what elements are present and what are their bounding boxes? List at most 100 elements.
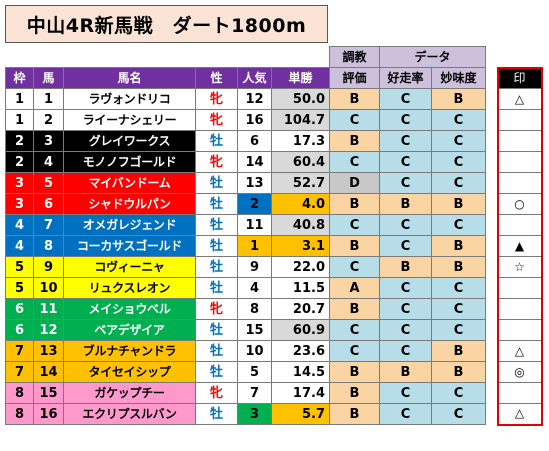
popularity-cell: 2: [237, 193, 272, 215]
odds-cell: 60.9: [271, 319, 330, 341]
sex-cell: 牡: [195, 193, 238, 215]
popularity-cell: 5: [237, 361, 272, 383]
waku-cell: 6: [5, 319, 34, 341]
mimi-rank: B: [431, 256, 486, 278]
popularity-cell: 12: [237, 88, 272, 110]
chokyo-rank: D: [329, 172, 380, 194]
horse-name: エクリプスルバン: [63, 403, 196, 425]
horse-name: コーカサスゴールド: [63, 235, 196, 257]
horse-name: ガケップチー: [63, 382, 196, 404]
chokyo-rank: B: [329, 361, 380, 383]
popularity-cell: 10: [237, 340, 272, 362]
page-title: 中山4R新馬戦 ダート1800m: [5, 5, 328, 43]
chokyo-rank: C: [329, 214, 380, 236]
koso-rank: C: [379, 88, 432, 110]
waku-cell: 6: [5, 298, 34, 320]
horse-name: マイバンドーム: [63, 172, 196, 194]
odds-cell: 4.0: [271, 193, 330, 215]
uma-cell: 8: [33, 235, 64, 257]
chokyo-rank: C: [329, 151, 380, 173]
mark-cell: △: [496, 88, 543, 110]
mimi-rank: C: [431, 172, 486, 194]
mimi-rank: C: [431, 403, 486, 425]
koso-rank: C: [379, 298, 432, 320]
mark-cell: [496, 214, 543, 236]
odds-cell: 22.0: [271, 256, 330, 278]
table-row: 6 12 ベアデザイア牡 15 60.9 C C C: [5, 319, 543, 341]
table-row: 7 13 ブルナチャンドラ牡 10 23.6 C C B △: [5, 340, 543, 362]
uma-cell: 2: [33, 109, 64, 131]
header-row-top: 調教 データ: [6, 46, 542, 68]
sex-cell: 牡: [195, 235, 238, 257]
horse-name: ラヴォンドリコ: [63, 88, 196, 110]
sex-cell: 牡: [195, 214, 238, 236]
uma-cell: 12: [33, 319, 64, 341]
sex-cell: 牡: [195, 172, 238, 194]
chokyo-header: 評価: [329, 67, 380, 89]
uma-cell: 15: [33, 382, 64, 404]
sex-cell: 牡: [195, 340, 238, 362]
table-row: 1 1 ラヴォンドリコ牝 12 50.0 B C B △: [5, 88, 543, 110]
sex-cell: 牝: [195, 382, 238, 404]
popularity-cell: 15: [237, 319, 272, 341]
mark-cell: [496, 109, 543, 131]
waku-cell: 7: [5, 361, 34, 383]
koso-rank: C: [379, 151, 432, 173]
chokyo-rank: B: [329, 298, 380, 320]
odds-cell: 3.1: [271, 235, 330, 257]
chokyo-rank: B: [329, 193, 380, 215]
horse-name: メイショウベル: [63, 298, 196, 320]
chokyo-rank: B: [329, 403, 380, 425]
koso-rank: C: [379, 382, 432, 404]
uma-cell: 11: [33, 298, 64, 320]
race-table: 調教 データ 枠 馬 馬名 性 人気 単勝 評価 好走率 妙味度 印 1 1 ラヴォ…: [5, 46, 543, 426]
sex-cell: 牝: [195, 151, 238, 173]
waku-cell: 5: [5, 256, 34, 278]
odds-cell: 5.7: [271, 403, 330, 425]
horse-name: オメガレジェンド: [63, 214, 196, 236]
chokyo-rank: C: [329, 109, 380, 131]
mimi-rank: C: [431, 151, 486, 173]
popularity-cell: 1: [237, 235, 272, 257]
popularity-cell: 8: [237, 298, 272, 320]
table-row: 4 8 コーカサスゴールド牡 1 3.1 B C B ▲: [5, 235, 543, 257]
popularity-cell: 13: [237, 172, 272, 194]
odds-cell: 23.6: [271, 340, 330, 362]
popularity-cell: 11: [237, 214, 272, 236]
koso-rank: C: [379, 403, 432, 425]
uma-cell: 1: [33, 88, 64, 110]
uma-cell: 5: [33, 172, 64, 194]
table-row: 4 7 オメガレジェンド牡 11 40.8 C C C: [5, 214, 543, 236]
odds-cell: 40.8: [271, 214, 330, 236]
sex-cell: 牝: [195, 109, 238, 131]
table-row: 3 5 マイバンドーム牡 13 52.7 D C C: [5, 172, 543, 194]
mimi-rank: C: [431, 319, 486, 341]
table-row: 5 9 コヴィーニャ牡 9 22.0 C B B ☆: [5, 256, 543, 278]
koso-header: 好走率: [379, 67, 432, 89]
mimi-rank: C: [431, 277, 486, 299]
mark-cell: [496, 130, 543, 152]
sex-cell: 牡: [195, 256, 238, 278]
mimi-rank: B: [431, 88, 486, 110]
chokyo-rank: B: [329, 88, 380, 110]
odds-cell: 104.7: [271, 109, 330, 131]
popularity-cell: 9: [237, 256, 272, 278]
mark-cell: ○: [496, 193, 543, 215]
table-row: 6 11 メイショウベル牝 8 20.7 B C C: [5, 298, 543, 320]
waku-cell: 3: [5, 193, 34, 215]
waku-cell: 1: [5, 109, 34, 131]
table-row: 7 14 タイセイシップ牡 5 14.5 B B B ◎: [5, 361, 543, 383]
odds-cell: 20.7: [271, 298, 330, 320]
uma-cell: 16: [33, 403, 64, 425]
sex-cell: 牝: [195, 298, 238, 320]
table-row: 3 6 シャドウルパン牡 2 4.0 B B B ○: [5, 193, 543, 215]
sex-cell: 牡: [195, 277, 238, 299]
chokyo-rank: B: [329, 235, 380, 257]
mimi-rank: C: [431, 214, 486, 236]
chokyo-rank: C: [329, 340, 380, 362]
waku-cell: 3: [5, 172, 34, 194]
mark-cell: [496, 319, 543, 341]
popularity-cell: 7: [237, 382, 272, 404]
odds-cell: 17.3: [271, 130, 330, 152]
data-header-top: データ: [379, 46, 486, 68]
